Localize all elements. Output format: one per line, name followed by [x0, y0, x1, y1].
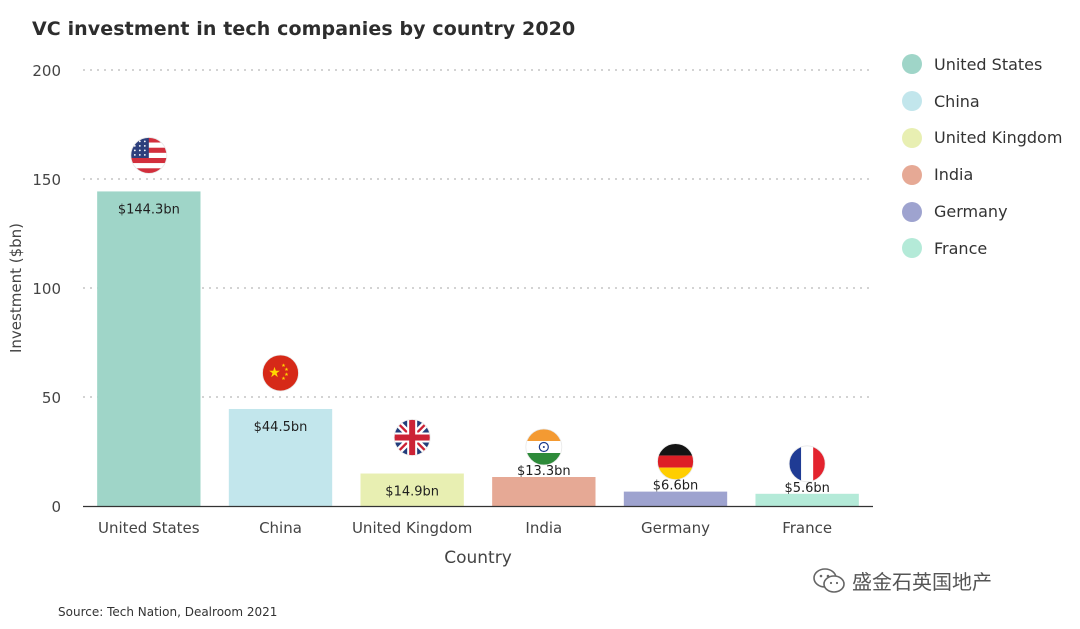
y-tick-label: 100: [32, 280, 61, 298]
x-tick-label: Germany: [641, 519, 710, 537]
legend-swatch: [902, 54, 922, 75]
data-label: $6.6bn: [653, 479, 698, 494]
legend-swatch: [902, 201, 922, 222]
y-tick-label: 50: [42, 389, 61, 407]
legend-swatch: [902, 91, 922, 112]
svg-text:★: ★: [268, 365, 281, 381]
x-axis-title: Country: [444, 548, 512, 568]
y-tick-label: 200: [32, 62, 61, 80]
watermark: 盛金石英国地产: [812, 566, 992, 595]
source-note: Source: Tech Nation, Dealroom 2021: [58, 605, 278, 619]
x-tick-label: China: [259, 519, 302, 537]
x-tick-label: United Kingdom: [352, 519, 472, 537]
svg-text:★: ★: [281, 363, 286, 369]
legend: United States China United Kingdom India Ger…: [902, 46, 1062, 267]
legend-swatch: [902, 238, 922, 259]
wechat-icon: [813, 567, 845, 593]
chart-title: VC investment in tech companies by count…: [32, 18, 576, 40]
bars: [97, 191, 859, 506]
legend-label: United States: [934, 54, 1043, 74]
legend-label: India: [934, 165, 974, 185]
germany-flag-icon: [657, 443, 694, 481]
legend-swatch: [902, 127, 922, 148]
legend-label: France: [934, 238, 988, 258]
data-label: $13.3bn: [517, 464, 571, 479]
gridlines: [83, 69, 873, 398]
india-flag-icon: [525, 428, 563, 466]
legend-swatch: [902, 164, 922, 185]
y-axis-title: Investment ($bn): [7, 223, 25, 353]
legend-label: United Kingdom: [934, 128, 1063, 148]
legend-item: India: [902, 156, 1062, 193]
bar: [492, 477, 596, 506]
watermark-text: 盛金石英国地产: [852, 570, 992, 594]
x-tick-label: United States: [98, 519, 200, 537]
data-labels: $144.3bn $44.5bn $14.9bn $13.3bn $6.6bn $5.6b…: [118, 202, 830, 499]
flags: ★ ★★★★: [130, 137, 826, 483]
bar: [97, 191, 201, 506]
bar: [755, 493, 859, 506]
x-tick-label: France: [782, 519, 832, 537]
data-label: $14.9bn: [385, 485, 439, 500]
data-label: $144.3bn: [118, 202, 180, 217]
legend-label: Germany: [934, 202, 1008, 222]
us-flag-icon: [130, 137, 168, 174]
x-axis-ticks: United States China United Kingdom India Ger…: [98, 519, 832, 537]
legend-item: China: [902, 83, 1062, 120]
svg-text:★: ★: [284, 372, 289, 378]
bar: [360, 473, 464, 506]
china-flag-icon: ★ ★★★★: [262, 354, 299, 392]
france-flag-icon: [788, 445, 826, 483]
data-label: $44.5bn: [254, 420, 308, 435]
bar: [228, 408, 333, 506]
y-tick-label: 0: [51, 498, 61, 516]
y-tick-label: 150: [32, 171, 61, 189]
legend-item: Germany: [902, 193, 1062, 230]
legend-item: France: [902, 230, 1062, 267]
legend-item: United Kingdom: [902, 120, 1062, 157]
legend-item: United States: [902, 46, 1062, 83]
svg-text:★: ★: [284, 367, 289, 373]
x-tick-label: India: [525, 519, 562, 537]
uk-flag-icon: [393, 419, 431, 456]
svg-text:★: ★: [281, 376, 286, 382]
data-label: $5.6bn: [784, 481, 829, 496]
bar: [623, 491, 728, 506]
legend-label: China: [934, 91, 980, 111]
y-axis-ticks: 0 50 100 150 200: [32, 62, 61, 516]
